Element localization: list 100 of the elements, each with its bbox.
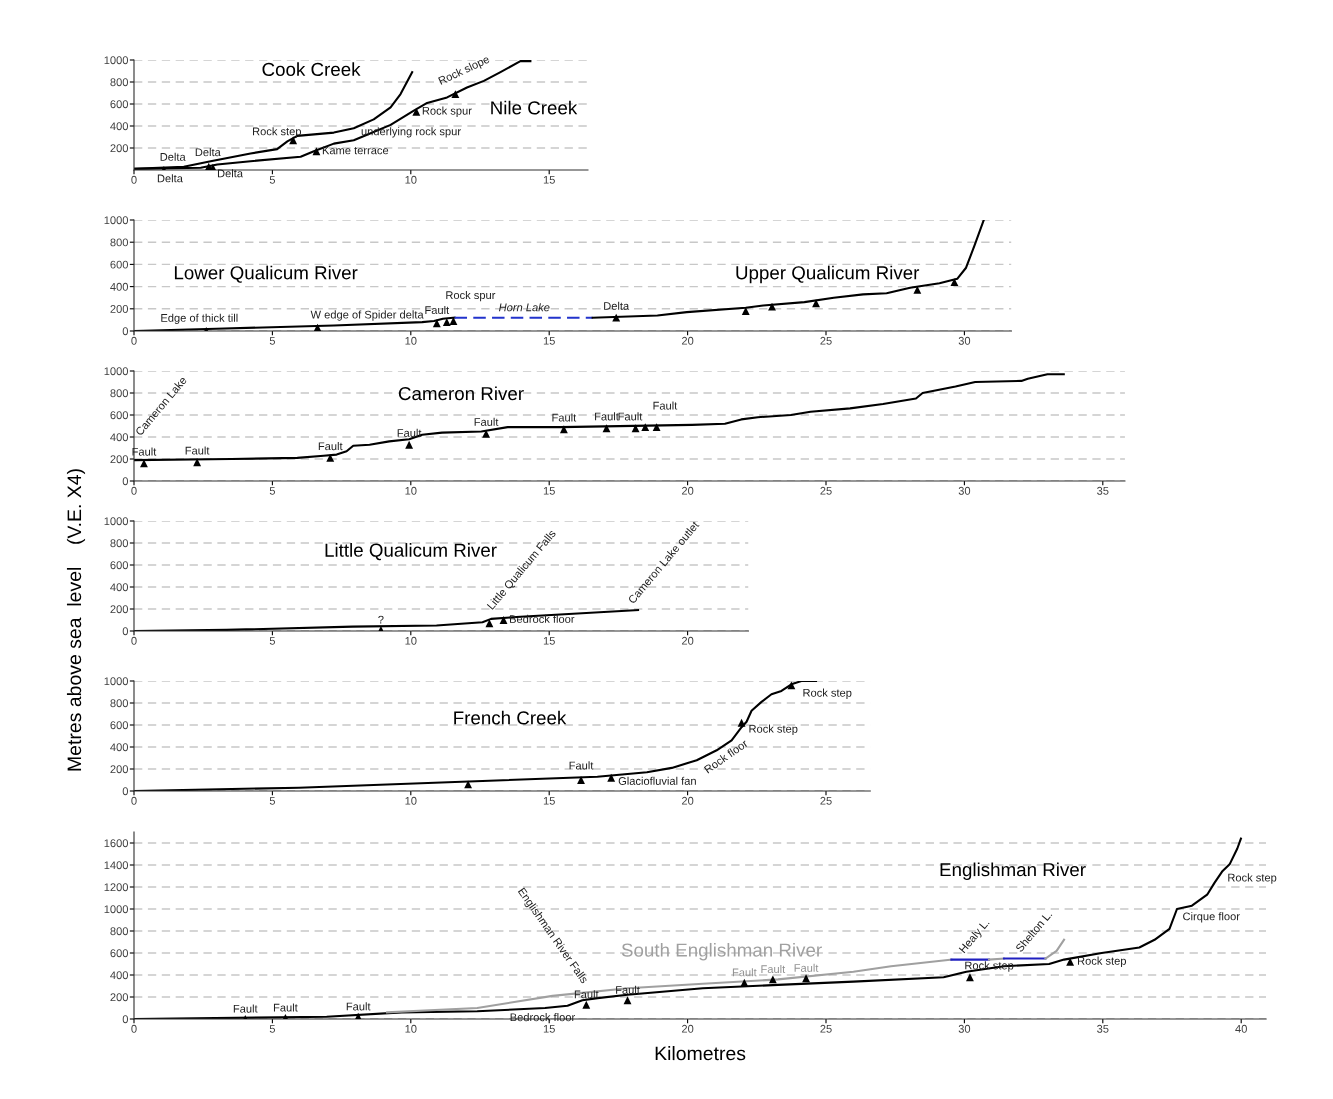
y-tick-label: 200 — [110, 993, 129, 1002]
annotation: Fault — [761, 964, 786, 974]
x-tick-label: 30 — [958, 1024, 971, 1033]
annotation: Fault — [569, 761, 594, 770]
annotation: Fault — [346, 1002, 371, 1011]
x-tick-label: 20 — [681, 486, 694, 495]
x-tick-label: 20 — [681, 796, 694, 805]
x-tick-label: 15 — [543, 336, 555, 345]
x-tick-label: 15 — [543, 636, 555, 645]
annotation: Rock step — [253, 127, 302, 138]
x-tick-label: 15 — [543, 1024, 555, 1033]
y-tick-label: 600 — [110, 949, 129, 958]
x-tick-label: 10 — [405, 175, 417, 184]
y-tick-label: 200 — [110, 305, 129, 313]
x-tick-label: 15 — [543, 175, 555, 184]
annotation: Fault — [425, 305, 450, 315]
annotation: Fault — [618, 412, 643, 421]
y-tick-label: 200 — [110, 455, 129, 464]
y-tick-label: 400 — [110, 743, 129, 752]
annotation: Glaciofluvial fan — [618, 776, 696, 785]
x-tick-label: 0 — [131, 175, 137, 184]
annotation: Fault — [474, 417, 499, 426]
annotation: Rock slope — [437, 54, 491, 87]
x-tick-label: 10 — [405, 336, 417, 345]
x-tick-label: 20 — [681, 1024, 694, 1033]
x-tick-label: 20 — [681, 336, 694, 345]
y-tick-label: 800 — [110, 78, 129, 87]
text: Cameron River — [398, 386, 524, 401]
series-label: Upper Qualicum River — [736, 265, 920, 284]
y-tick-label: 1600 — [104, 839, 129, 848]
y-tick-label: 1000 — [104, 56, 129, 65]
annotation: Fault — [616, 985, 640, 994]
annotation: Rock step — [749, 724, 798, 735]
y-tick-label: 1000 — [104, 216, 129, 225]
x-axis-title: Kilometres — [655, 1046, 746, 1061]
y-tick-label: 600 — [110, 100, 129, 109]
y-tick-label: 600 — [110, 260, 129, 269]
annotation: Fault — [653, 401, 678, 410]
annotation: Rock spur — [422, 106, 472, 117]
y-tick-label: 600 — [110, 561, 129, 570]
y-tick-label: 800 — [110, 238, 129, 247]
annotation: Fault — [318, 441, 343, 451]
annotation: Fault — [233, 1004, 258, 1013]
annotation: Fault — [185, 446, 210, 455]
x-tick-label: 0 — [131, 636, 137, 645]
annotation: Fault — [732, 968, 757, 977]
y-tick-label: 1000 — [104, 367, 129, 376]
x-tick-label: 15 — [543, 796, 555, 805]
y-tick-label: 200 — [110, 765, 129, 774]
annotation: Delta — [157, 174, 183, 183]
y-tick-label: 0 — [122, 787, 129, 796]
y-tick-label: 400 — [110, 583, 129, 592]
x-tick-label: 5 — [269, 175, 276, 184]
x-tick-label: 20 — [681, 636, 694, 645]
y-tick-label: 1200 — [104, 883, 129, 892]
annotation: Fault — [132, 447, 157, 456]
x-tick-label: 10 — [405, 1024, 417, 1033]
y-tick-label: 200 — [110, 605, 129, 614]
y-tick-label: 600 — [110, 411, 129, 420]
y-tick-label: 1000 — [104, 905, 129, 914]
annotation: Delta — [604, 301, 630, 310]
annotation: Fault — [574, 990, 599, 999]
x-tick-label: 10 — [405, 796, 417, 805]
annotation: Delta — [160, 152, 186, 161]
annotation: Horn Lake — [499, 303, 550, 312]
y-tick-label: 400 — [110, 433, 129, 442]
annotation: Fault — [273, 1003, 298, 1012]
x-tick-label: 25 — [820, 1024, 832, 1033]
annotation: Fault — [595, 412, 619, 421]
annotation: Rock step — [803, 688, 852, 699]
y-tick-label: 0 — [122, 1015, 129, 1024]
y-tick-label: 400 — [110, 282, 129, 291]
legend-label: Lower Qualicum River — [174, 265, 358, 283]
text: Cook Creek — [262, 62, 361, 77]
x-tick-label: 25 — [820, 486, 832, 495]
y-tick-label: 1000 — [104, 677, 129, 686]
annotation: Bedrock floor — [510, 614, 575, 623]
text: French Creek — [454, 710, 567, 725]
x-tick-label: 0 — [131, 796, 137, 805]
text: Little Qualicum River — [325, 543, 497, 561]
x-tick-label: 25 — [820, 796, 832, 805]
x-tick-label: 5 — [269, 636, 276, 645]
annotation: Rock spur — [446, 290, 496, 302]
y-tick-label: 800 — [110, 927, 129, 936]
series-label: Nile Creek — [491, 100, 578, 115]
x-tick-label: 35 — [1097, 486, 1109, 495]
x-tick-label: 5 — [269, 1024, 276, 1033]
x-tick-label: 30 — [958, 486, 971, 495]
y-axis-title: Metres above sea level (V.E. X4) — [66, 469, 86, 771]
annotation: Kame terrace — [322, 146, 389, 155]
annotation: Fault — [397, 428, 422, 437]
y-tick-label: 400 — [110, 971, 129, 980]
annotation: Fault — [794, 963, 819, 972]
x-tick-label: 25 — [820, 336, 832, 345]
x-tick-label: 0 — [131, 1024, 137, 1033]
y-tick-label: 800 — [110, 389, 129, 398]
annotation: Fault — [552, 413, 577, 422]
annotation: Delta — [217, 169, 243, 178]
y-tick-label: 0 — [122, 477, 129, 486]
y-tick-label: 0 — [122, 627, 129, 636]
